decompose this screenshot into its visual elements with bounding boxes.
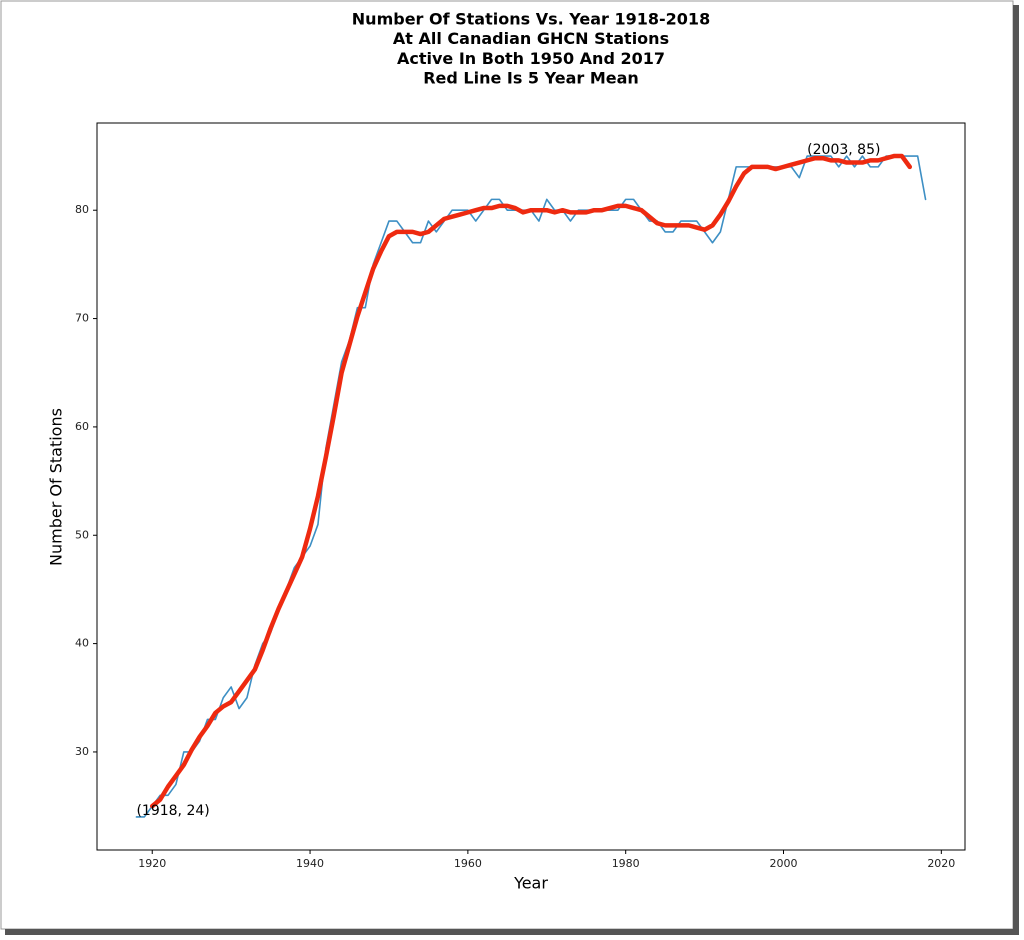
y-tick-label: 60 (75, 420, 89, 433)
y-tick-label: 30 (75, 745, 89, 758)
annotation: (2003, 85) (807, 142, 880, 158)
x-axis-label: Year (513, 874, 548, 893)
chart-title: Active In Both 1950 And 2017 (397, 49, 665, 68)
y-tick-label: 40 (75, 637, 89, 650)
x-tick-label: 1940 (296, 857, 324, 870)
y-tick-label: 50 (75, 528, 89, 541)
x-tick-label: 1980 (612, 857, 640, 870)
frame-shadow (1013, 5, 1019, 933)
y-tick-label: 80 (75, 203, 89, 216)
x-tick-label: 2000 (770, 857, 798, 870)
frame-shadow (5, 929, 1019, 935)
y-axis-label: Number Of Stations (47, 408, 66, 566)
x-tick-label: 1960 (454, 857, 482, 870)
x-tick-label: 2020 (927, 857, 955, 870)
plot-frame (96, 122, 966, 851)
chart-title: Red Line Is 5 Year Mean (423, 69, 639, 88)
chart-title: Number Of Stations Vs. Year 1918-2018 (352, 10, 710, 29)
y-tick-label: 70 (75, 312, 89, 325)
annotation: (1918, 24) (136, 803, 209, 819)
frame (0, 0, 1014, 930)
data-line (149, 153, 913, 809)
x-tick-label: 1920 (138, 857, 166, 870)
chart-title: At All Canadian GHCN Stations (393, 29, 669, 48)
